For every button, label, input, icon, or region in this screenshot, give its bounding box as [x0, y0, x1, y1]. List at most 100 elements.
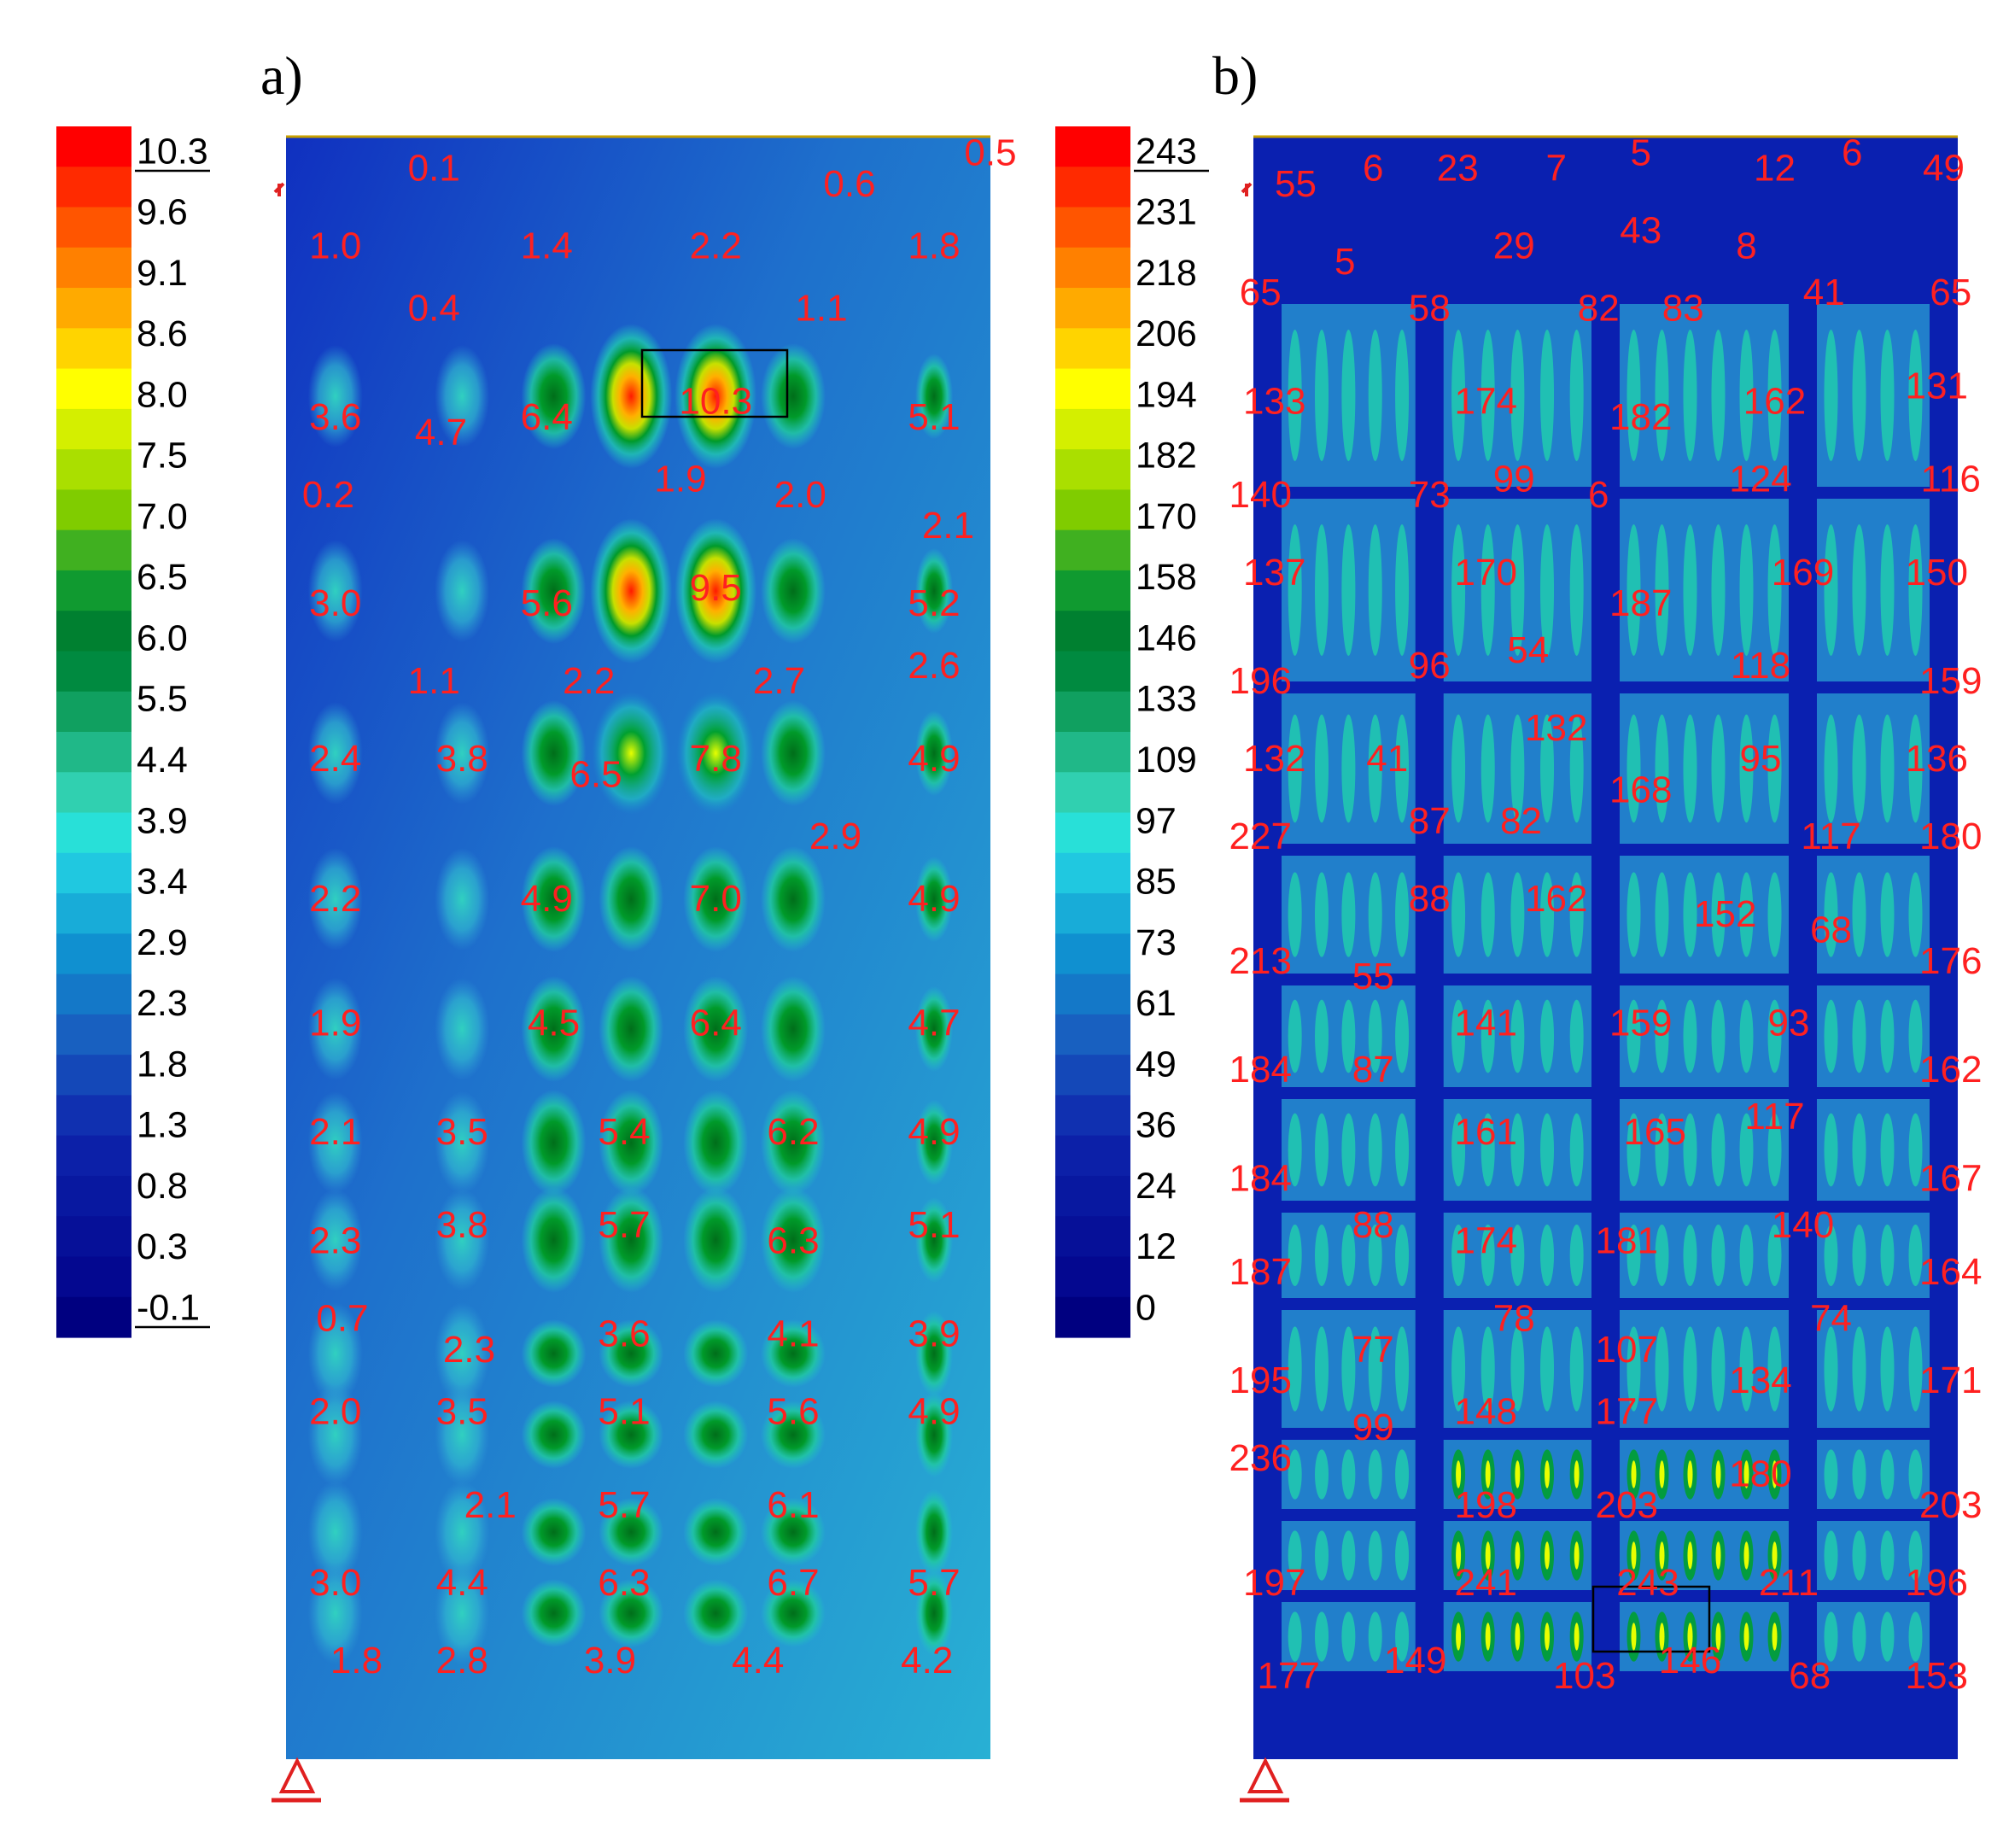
mesh-hotspot	[1824, 872, 1838, 957]
mesh-hotspot	[1908, 1225, 1923, 1286]
stress-hotspot	[683, 1090, 749, 1196]
mesh-hotspot	[1739, 714, 1754, 823]
stress-hotspot	[435, 848, 490, 950]
value-label: 6.3	[767, 1219, 819, 1261]
stress-hotspot	[307, 1562, 363, 1664]
stress-hotspot	[307, 702, 363, 804]
mesh-hotspot	[1626, 1113, 1641, 1187]
mesh-cell	[1620, 856, 1789, 974]
mesh-hotspot	[1315, 999, 1329, 1073]
value-label: 82	[1500, 800, 1542, 842]
colorbar-swatch	[56, 529, 131, 571]
colorbar-swatch	[56, 328, 131, 370]
mesh-peak	[1715, 1541, 1721, 1570]
mesh-hotspot	[1315, 872, 1329, 957]
mesh-peak	[1772, 1541, 1778, 1570]
mesh-hotspot	[1395, 1113, 1410, 1187]
mesh-hotspot	[1908, 872, 1923, 957]
value-label: 2.1	[464, 1484, 517, 1526]
colorbar-swatch	[56, 732, 131, 773]
value-label: 168	[1609, 769, 1672, 811]
value-label: 6.1	[767, 1484, 819, 1526]
value-label: 196	[1229, 660, 1292, 702]
mesh-hotspot	[1315, 1449, 1329, 1500]
mesh-cell	[1620, 1521, 1789, 1590]
mesh-hotspot	[1767, 1113, 1782, 1187]
colorbar-tick-label: 9.6	[137, 192, 188, 233]
value-label: 3.9	[908, 1313, 960, 1355]
colorbar-swatch	[1055, 691, 1130, 733]
value-label: 93	[1768, 1003, 1810, 1044]
value-label: 117	[1744, 1096, 1804, 1137]
value-label: 140	[1772, 1204, 1834, 1246]
colorbar-tick-label: 7.5	[137, 436, 188, 477]
colorbar-swatch	[1055, 1014, 1130, 1056]
value-label: 95	[1740, 738, 1782, 780]
value-label: 241	[1455, 1562, 1517, 1604]
value-label: 2.1	[309, 1111, 361, 1153]
mesh-hotspot	[1852, 1113, 1866, 1187]
mesh-cell	[1620, 499, 1789, 681]
mesh-hotspot	[1395, 714, 1410, 823]
mesh-hotspot	[1510, 872, 1525, 957]
value-label: 187	[1229, 1251, 1292, 1293]
value-label: 134	[1729, 1360, 1791, 1401]
value-label: 146	[1659, 1640, 1721, 1681]
value-label: 5.6	[521, 582, 573, 624]
value-label: 65	[1240, 272, 1282, 313]
value-label: 1.4	[521, 225, 573, 267]
colorbar-tick-label: 10.3	[137, 131, 208, 172]
value-label: 82	[1578, 287, 1620, 329]
value-label: 3.0	[309, 582, 361, 624]
stress-hotspot	[675, 324, 757, 469]
value-label: 2.2	[309, 878, 361, 920]
mesh-hotspot	[1288, 714, 1302, 823]
mesh-hotspot	[1824, 1449, 1838, 1500]
colorbar-swatch	[56, 368, 131, 410]
value-label: 5.4	[598, 1111, 650, 1153]
colorbar-tick-label: 1.3	[137, 1105, 188, 1146]
value-label: 4.4	[436, 1562, 488, 1604]
value-label: 116	[1921, 459, 1981, 500]
stress-hotspot	[915, 857, 953, 942]
stress-hotspot	[592, 692, 671, 815]
colorbar-swatch	[56, 1095, 131, 1137]
colorbar-tick-label: 2.9	[137, 922, 188, 963]
stress-hotspot	[521, 846, 587, 952]
stress-hotspot	[915, 354, 953, 439]
mesh-hotspot	[1540, 1225, 1555, 1286]
value-label: 137	[1243, 552, 1305, 594]
value-label: 149	[1384, 1640, 1446, 1681]
mesh-hotspot	[1852, 999, 1866, 1073]
value-label: 117	[1801, 816, 1860, 857]
colorbar-swatch	[1055, 933, 1130, 975]
colorbar-swatch	[1055, 732, 1130, 773]
mesh-peak	[1545, 1623, 1551, 1651]
mesh-hotspot	[1880, 329, 1895, 462]
colorbar-swatch	[1055, 247, 1130, 289]
mesh-hotspot	[1315, 1530, 1329, 1581]
value-label: 131	[1906, 365, 1968, 406]
colorbar-swatch	[1055, 1135, 1130, 1177]
value-label: 3.9	[584, 1640, 636, 1681]
value-label: 159	[1919, 660, 1982, 702]
value-label: 88	[1352, 1204, 1394, 1246]
mesh-hotspot	[1315, 329, 1329, 462]
value-label: 5.6	[767, 1391, 819, 1433]
value-label: 196	[1906, 1562, 1968, 1604]
colorbar-swatch	[56, 247, 131, 289]
mesh-hotspot	[1368, 714, 1382, 823]
value-label: 140	[1229, 474, 1292, 516]
mesh-hotspot	[1451, 523, 1466, 657]
value-label: 54	[1507, 629, 1549, 671]
mesh-peak	[1743, 1623, 1749, 1651]
stress-hotspot	[307, 978, 363, 1080]
colorbar-tick-label: 12	[1136, 1226, 1177, 1267]
colorbar-swatch	[56, 1175, 131, 1217]
mesh-hotspot	[1683, 1225, 1697, 1286]
mesh-hotspot	[1451, 999, 1466, 1073]
colorbar-tick-label: 0	[1136, 1287, 1156, 1328]
value-label: 165	[1624, 1111, 1686, 1153]
mesh-hotspot	[1711, 329, 1726, 462]
mesh-peak	[1515, 1541, 1521, 1570]
